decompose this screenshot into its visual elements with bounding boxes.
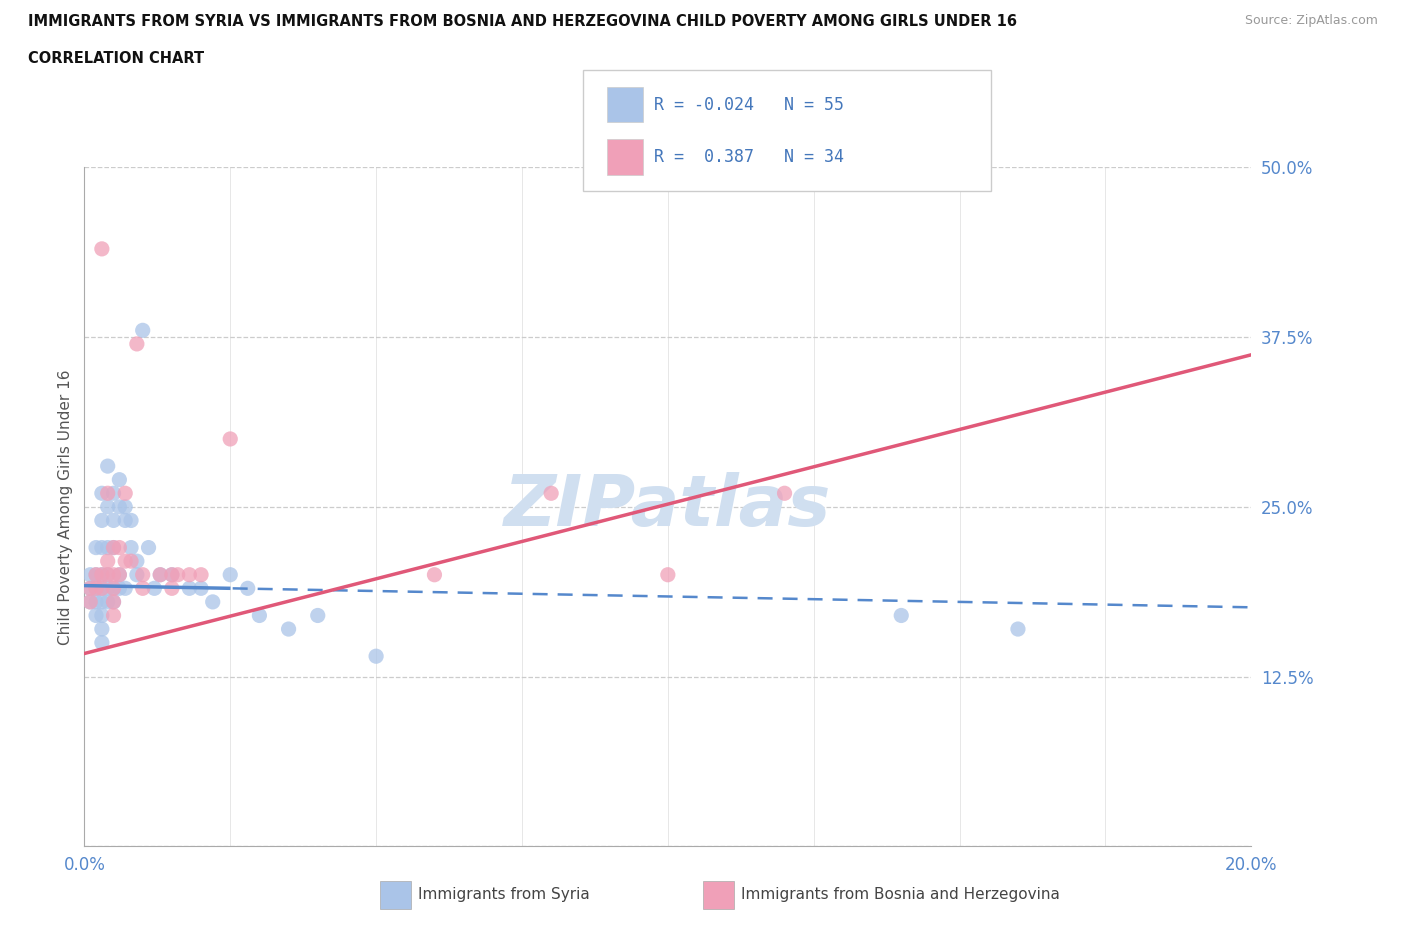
Point xyxy=(166,567,188,582)
Point xyxy=(97,567,120,582)
Point xyxy=(190,567,212,582)
Point xyxy=(97,553,120,568)
Point xyxy=(114,485,136,500)
Point xyxy=(120,540,142,555)
Point xyxy=(114,499,136,514)
Point xyxy=(160,567,183,582)
Point xyxy=(138,540,160,555)
Point xyxy=(103,567,125,582)
Y-axis label: Child Poverty Among Girls Under 16: Child Poverty Among Girls Under 16 xyxy=(58,369,73,644)
Point xyxy=(79,594,101,609)
Text: Source: ZipAtlas.com: Source: ZipAtlas.com xyxy=(1244,14,1378,27)
Point xyxy=(143,581,166,596)
Point xyxy=(132,323,155,338)
Point xyxy=(108,540,131,555)
Point xyxy=(84,540,107,555)
Point xyxy=(108,581,131,596)
Point xyxy=(160,581,183,596)
Point xyxy=(84,594,107,609)
Point xyxy=(114,581,136,596)
Point xyxy=(90,242,112,257)
Point xyxy=(125,553,148,568)
Point xyxy=(236,581,259,596)
Point xyxy=(108,472,131,487)
Point xyxy=(890,608,912,623)
Point xyxy=(90,581,112,596)
Point xyxy=(97,567,120,582)
Point xyxy=(103,485,125,500)
Point xyxy=(160,567,183,582)
Point xyxy=(247,608,270,623)
Point xyxy=(97,499,120,514)
Point xyxy=(90,621,112,636)
Point xyxy=(277,621,299,636)
Point xyxy=(97,485,120,500)
Point xyxy=(132,567,155,582)
Point xyxy=(366,649,388,664)
Point xyxy=(201,594,224,609)
Point xyxy=(90,513,112,528)
Point xyxy=(103,540,125,555)
Point xyxy=(219,567,242,582)
Point xyxy=(125,337,148,352)
Point xyxy=(149,567,172,582)
Point xyxy=(90,540,112,555)
Point xyxy=(79,594,101,609)
Text: IMMIGRANTS FROM SYRIA VS IMMIGRANTS FROM BOSNIA AND HERZEGOVINA CHILD POVERTY AM: IMMIGRANTS FROM SYRIA VS IMMIGRANTS FROM… xyxy=(28,14,1017,29)
Point xyxy=(90,485,112,500)
Text: Immigrants from Syria: Immigrants from Syria xyxy=(418,887,589,902)
Point xyxy=(108,499,131,514)
Point xyxy=(540,485,562,500)
Point xyxy=(190,581,212,596)
Point xyxy=(179,581,201,596)
Point xyxy=(90,567,112,582)
Point xyxy=(90,608,112,623)
Point xyxy=(773,485,796,500)
Point xyxy=(79,581,101,596)
Point xyxy=(84,608,107,623)
Point xyxy=(423,567,446,582)
Point xyxy=(103,608,125,623)
Point xyxy=(90,594,112,609)
Point xyxy=(84,567,107,582)
Point xyxy=(103,594,125,609)
Point xyxy=(90,581,112,596)
Text: R = -0.024   N = 55: R = -0.024 N = 55 xyxy=(654,96,844,113)
Point xyxy=(307,608,329,623)
Point xyxy=(657,567,679,582)
Text: CORRELATION CHART: CORRELATION CHART xyxy=(28,51,204,66)
Point xyxy=(108,567,131,582)
Text: Immigrants from Bosnia and Herzegovina: Immigrants from Bosnia and Herzegovina xyxy=(741,887,1060,902)
Point xyxy=(84,581,107,596)
Point xyxy=(114,553,136,568)
Point xyxy=(97,458,120,473)
Point xyxy=(103,594,125,609)
Point xyxy=(108,567,131,582)
Point xyxy=(97,540,120,555)
Point xyxy=(90,635,112,650)
Point xyxy=(120,513,142,528)
Point xyxy=(90,567,112,582)
Text: ZIPatlas: ZIPatlas xyxy=(505,472,831,541)
Point xyxy=(103,513,125,528)
Point xyxy=(132,581,155,596)
Point xyxy=(79,567,101,582)
Point xyxy=(84,581,107,596)
Point xyxy=(125,567,148,582)
Point xyxy=(114,513,136,528)
Point xyxy=(103,581,125,596)
Text: R =  0.387   N = 34: R = 0.387 N = 34 xyxy=(654,148,844,166)
Point xyxy=(103,540,125,555)
Point xyxy=(103,581,125,596)
Point xyxy=(79,581,101,596)
Point xyxy=(179,567,201,582)
Point xyxy=(149,567,172,582)
Point xyxy=(1007,621,1029,636)
Point xyxy=(84,567,107,582)
Point xyxy=(97,581,120,596)
Point xyxy=(219,432,242,446)
Point xyxy=(97,594,120,609)
Point xyxy=(120,553,142,568)
